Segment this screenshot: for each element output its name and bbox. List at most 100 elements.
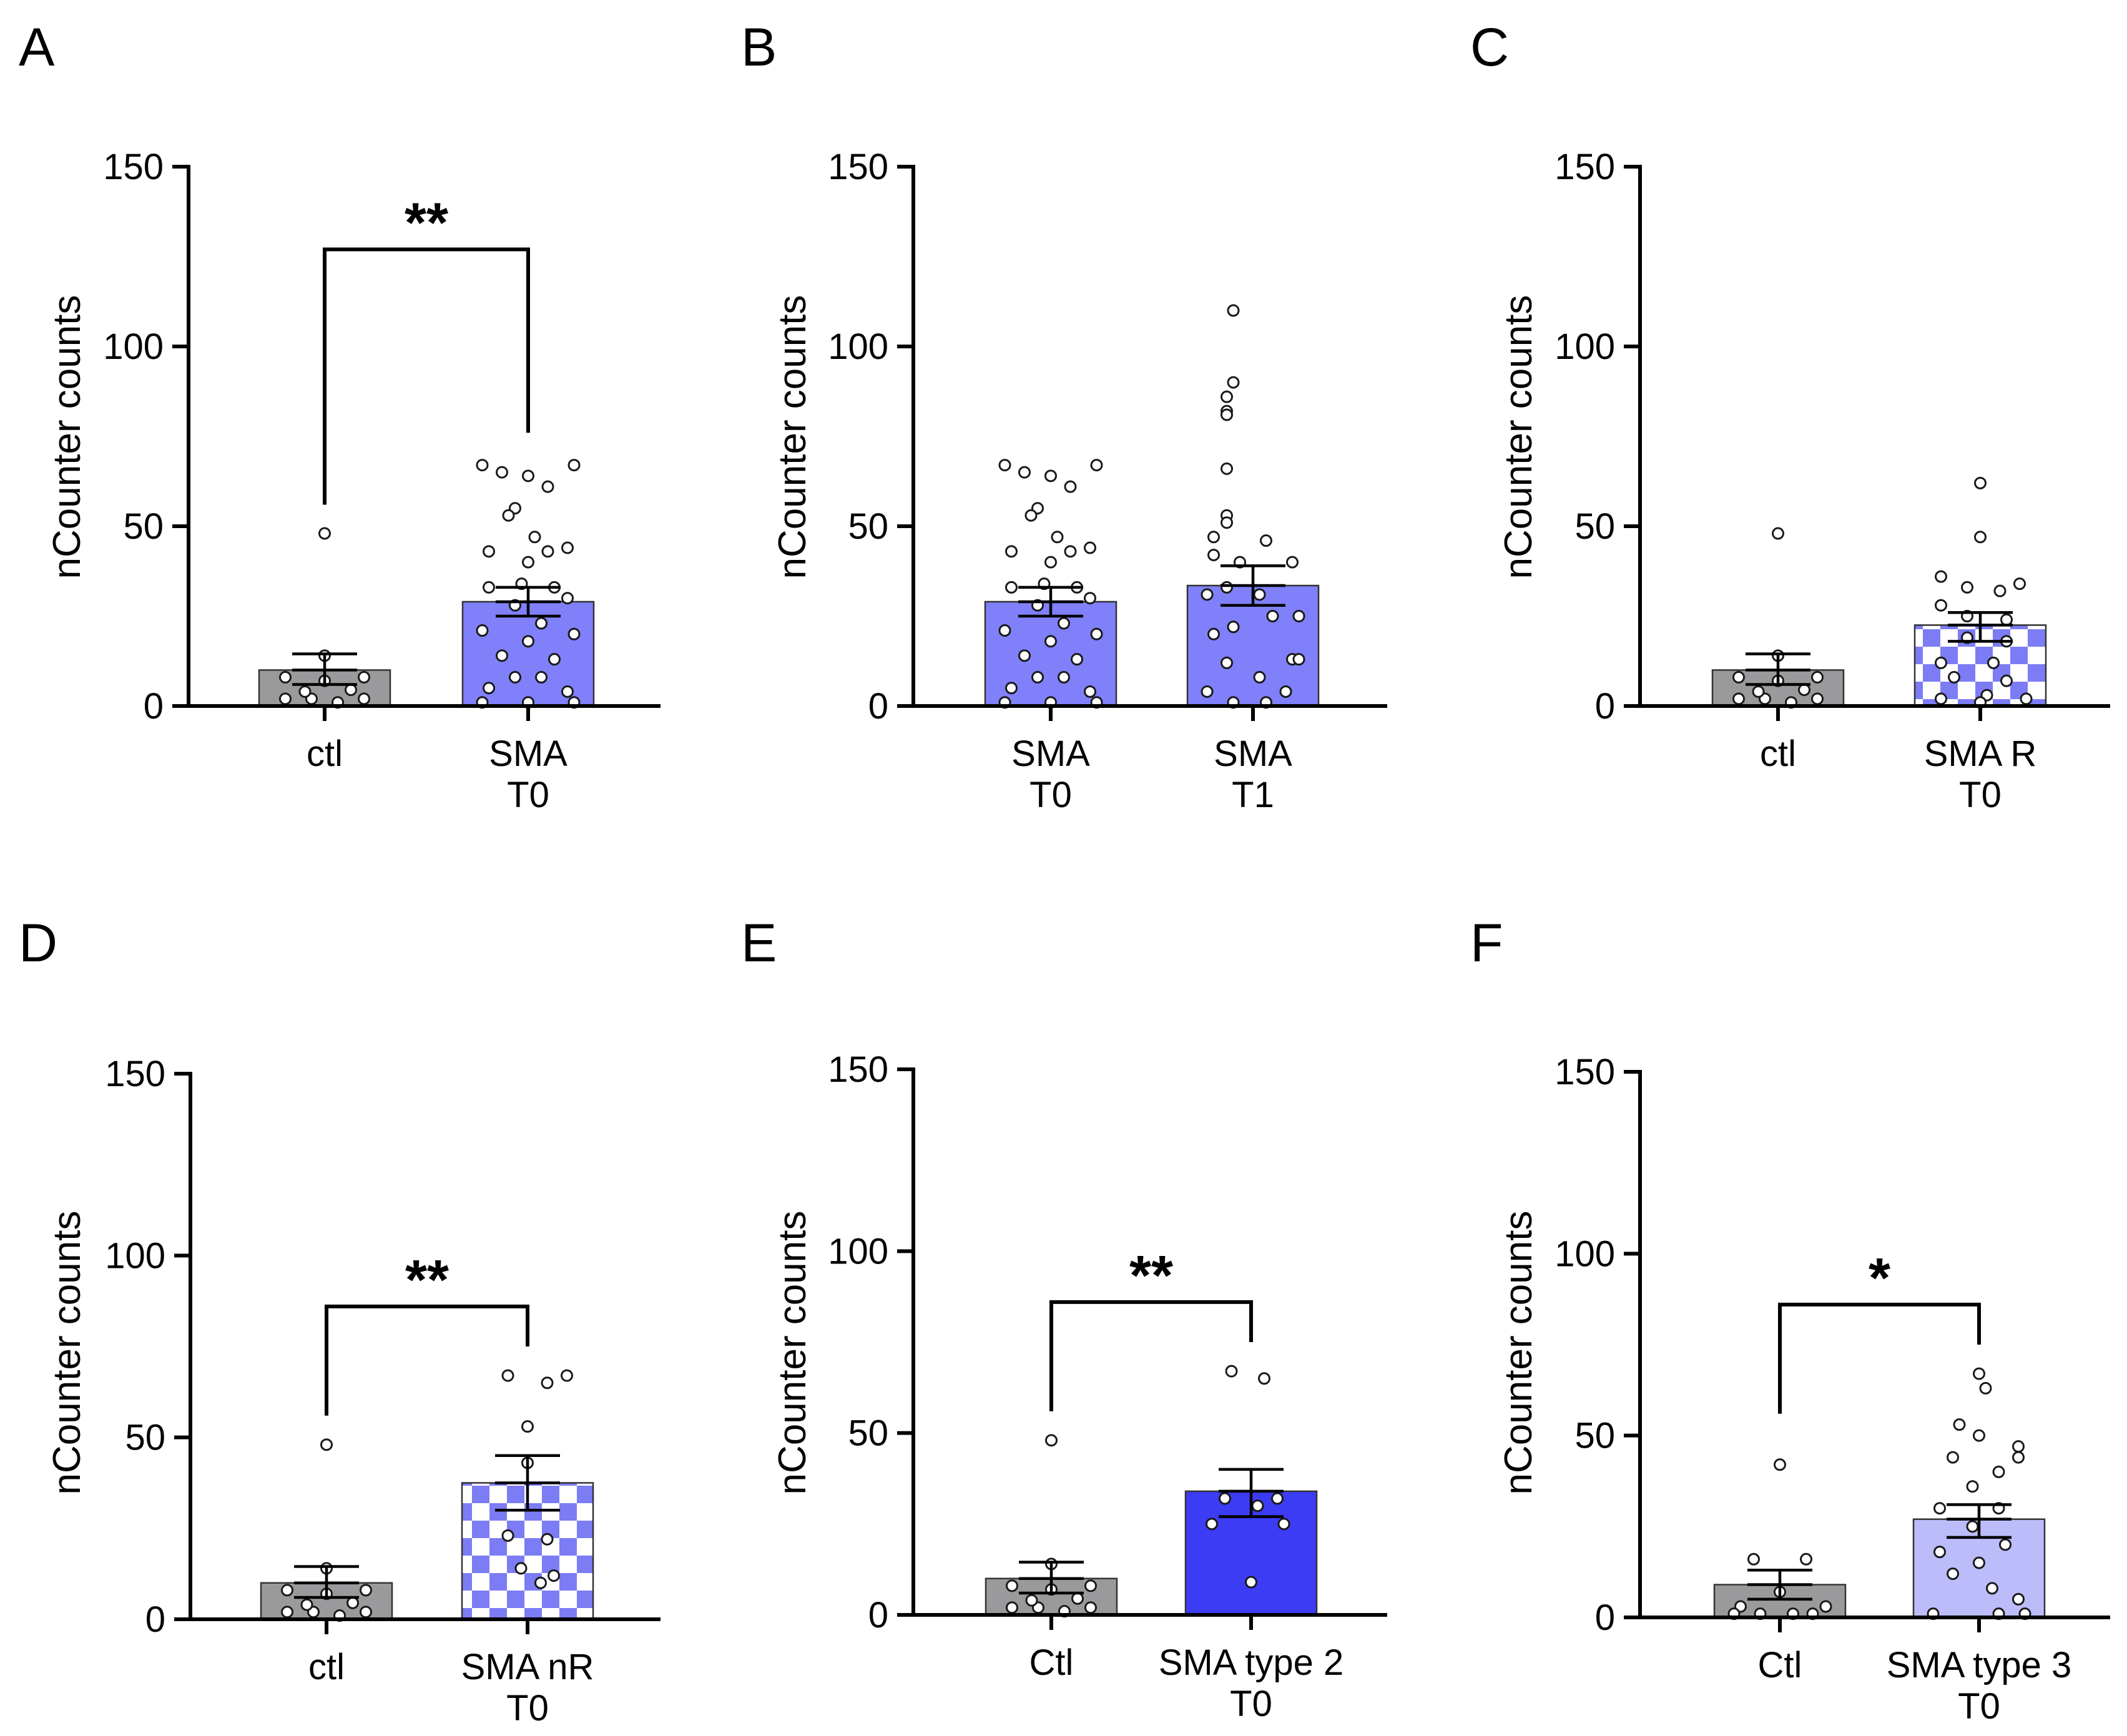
category-label: ctl <box>1760 733 1796 774</box>
data-point <box>1947 1567 1959 1581</box>
y-tick-label: 100 <box>1555 1233 1615 1274</box>
data-point <box>1933 1546 1946 1559</box>
data-point <box>1064 545 1077 558</box>
data-point <box>1051 531 1064 544</box>
y-axis-title: nCounter counts <box>771 295 814 579</box>
data-point <box>1774 1458 1786 1471</box>
y-tick-label: 50 <box>125 1418 165 1458</box>
data-point <box>281 1606 293 1619</box>
panel-label: D <box>19 913 57 973</box>
data-point <box>1800 1552 1812 1566</box>
data-point <box>1225 1365 1238 1378</box>
significance-label: ** <box>405 1249 449 1312</box>
data-point <box>1084 592 1096 605</box>
data-point <box>1260 534 1272 547</box>
data-point <box>1219 1492 1231 1505</box>
data-point <box>1090 459 1103 472</box>
data-point <box>1253 670 1266 684</box>
data-point <box>1987 656 2000 669</box>
plot-area: 0 50 100 150 Ctl SMA type 2T0 ** <box>828 1049 1387 1724</box>
significance-bracket <box>323 247 530 505</box>
y-tick-label: 150 <box>103 147 164 187</box>
data-point <box>1277 1518 1290 1531</box>
plot-area: 0 50 100 150 ctl SMA RT0 <box>1555 147 2110 815</box>
data-point <box>1935 570 1947 583</box>
data-point <box>1221 462 1233 475</box>
data-point <box>1201 588 1214 601</box>
data-point <box>1005 581 1018 594</box>
data-point <box>1044 635 1057 648</box>
y-axis-title: nCounter counts <box>1497 295 1540 579</box>
significance-bracket <box>1049 1300 1253 1411</box>
data-point <box>1811 670 1824 684</box>
y-tick-label: 150 <box>828 1049 888 1090</box>
data-point <box>1992 1465 2005 1478</box>
y-tick-label: 50 <box>848 1413 888 1454</box>
data-point <box>346 1596 359 1609</box>
data-point <box>1044 556 1057 569</box>
y-tick-label: 0 <box>144 686 164 727</box>
y-tick-label: 100 <box>828 1231 888 1272</box>
panel-label: F <box>1470 913 1503 973</box>
category-label: SMA <box>489 733 567 774</box>
data-point <box>318 527 331 540</box>
data-point <box>509 670 521 684</box>
data-point <box>1207 549 1220 562</box>
y-axis-title: nCounter counts <box>46 295 89 579</box>
data-point <box>1961 581 1973 594</box>
significance-label: ** <box>1129 1245 1173 1307</box>
data-point <box>1935 599 1947 612</box>
data-point <box>1206 1518 1218 1531</box>
data-point <box>1071 653 1083 666</box>
data-point <box>298 685 312 698</box>
data-point <box>1258 1372 1270 1385</box>
data-point <box>1811 692 1824 705</box>
data-point <box>567 459 581 472</box>
data-point <box>1933 1502 1946 1515</box>
data-point <box>1207 627 1220 640</box>
data-point <box>2013 577 2026 591</box>
data-point <box>1253 588 1266 601</box>
data-point <box>1005 682 1018 695</box>
data-point <box>360 1606 372 1619</box>
panel-label: C <box>1470 17 1509 77</box>
data-point <box>358 670 370 684</box>
data-point <box>1227 376 1240 389</box>
data-point <box>1953 1418 1966 1431</box>
data-point <box>483 545 495 558</box>
data-point <box>561 1369 573 1382</box>
data-point <box>2000 674 2013 687</box>
data-point <box>501 1369 514 1382</box>
category-label: SMA type 3 <box>1887 1645 2072 1685</box>
data-point <box>1966 1480 1979 1493</box>
panel-label: B <box>741 17 777 77</box>
data-point <box>502 509 515 522</box>
data-point <box>521 1420 534 1433</box>
y-axis-title: nCounter counts <box>46 1211 89 1495</box>
data-point <box>998 459 1011 472</box>
data-point <box>2000 613 2013 626</box>
y-tick-label: 100 <box>103 326 164 367</box>
data-point <box>496 649 508 662</box>
data-point <box>1090 627 1103 640</box>
data-point <box>1018 649 1031 662</box>
y-tick-label: 50 <box>1574 1416 1615 1456</box>
data-point <box>281 1584 293 1597</box>
category-label: T0 <box>1230 1684 1272 1724</box>
data-point <box>1201 685 1214 698</box>
data-point <box>476 459 489 472</box>
data-point <box>358 692 370 705</box>
plot-area: 0 50 100 150 Ctl SMA type 3T0 * <box>1555 1052 2110 1727</box>
data-point <box>1064 480 1077 493</box>
data-point <box>279 670 292 684</box>
y-tick-label: 100 <box>105 1235 165 1276</box>
data-point <box>496 466 508 479</box>
data-point <box>567 627 581 640</box>
data-point <box>1279 685 1292 698</box>
y-tick-label: 150 <box>1555 1052 1615 1092</box>
category-label: T0 <box>1959 775 2002 815</box>
data-point <box>1084 1579 1097 1592</box>
